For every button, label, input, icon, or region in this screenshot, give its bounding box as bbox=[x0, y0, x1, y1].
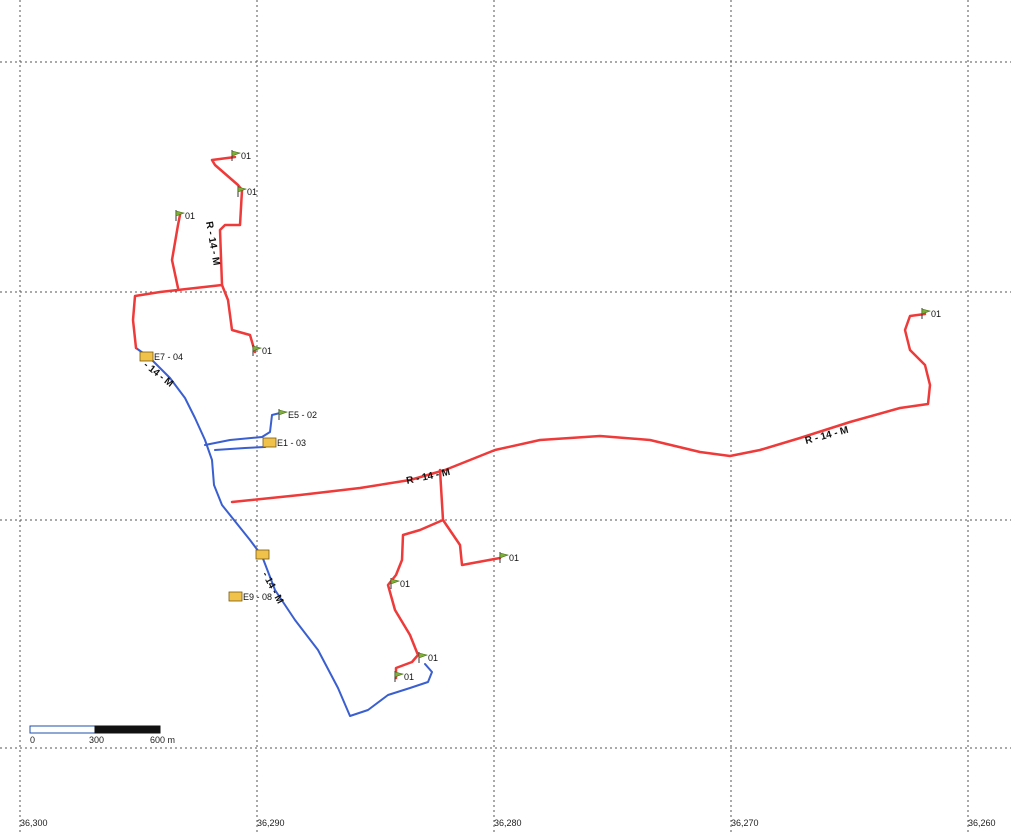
scale-bar: 0 300 600 m bbox=[29, 725, 175, 745]
substation-icon bbox=[262, 437, 277, 448]
endpoint-label: 01 bbox=[404, 672, 414, 682]
substation[interactable]: E7 - 04 bbox=[139, 351, 183, 362]
substation[interactable] bbox=[255, 549, 270, 560]
scale-bar-label: 0 bbox=[30, 735, 35, 745]
red-route-north-spur[interactable] bbox=[210, 155, 244, 287]
endpoint-label: 01 bbox=[241, 151, 251, 161]
flag-icon bbox=[231, 150, 242, 161]
substation[interactable]: E9 - 08 bbox=[228, 591, 272, 602]
flag-icon bbox=[499, 552, 510, 563]
red-route-south2[interactable] bbox=[386, 518, 445, 680]
x-axis-label: 36,300 bbox=[20, 818, 48, 828]
flag-icon bbox=[390, 578, 401, 589]
substation-icon bbox=[255, 549, 270, 560]
flag-icon bbox=[278, 409, 289, 420]
red-routes[interactable] bbox=[131, 155, 932, 680]
endpoint[interactable]: 01 bbox=[499, 552, 519, 563]
red-route-north[interactable] bbox=[131, 283, 257, 354]
x-axis-label: 36,290 bbox=[257, 818, 285, 828]
scale-bar-segment-dark bbox=[94, 725, 161, 734]
endpoint[interactable]: 01 bbox=[390, 578, 410, 589]
red-route-north-spur2[interactable] bbox=[170, 213, 182, 290]
blue-route-branch2[interactable] bbox=[214, 443, 271, 451]
flag-icon bbox=[237, 186, 248, 197]
scale-bar-label: 300 bbox=[89, 735, 104, 745]
endpoint[interactable]: 01 bbox=[231, 150, 251, 161]
substation-label: E1 - 03 bbox=[277, 438, 306, 448]
scale-bar-segment-light bbox=[29, 725, 96, 734]
endpoint-label: 01 bbox=[400, 579, 410, 589]
blue-route[interactable] bbox=[135, 347, 433, 717]
endpoint[interactable]: 01 bbox=[252, 345, 272, 356]
endpoint-label: 01 bbox=[185, 211, 195, 221]
flag-icon bbox=[394, 671, 405, 682]
endpoint[interactable]: E5 - 02 bbox=[278, 409, 317, 420]
substation-label: E9 - 08 bbox=[243, 592, 272, 602]
substations[interactable]: E7 - 04 E1 - 03 E9 - 08 bbox=[139, 351, 306, 602]
red-route-main[interactable] bbox=[230, 312, 932, 504]
endpoint-label: E5 - 02 bbox=[288, 410, 317, 420]
substation-icon bbox=[139, 351, 154, 362]
endpoint[interactable]: 01 bbox=[175, 210, 195, 221]
endpoint-label: 01 bbox=[428, 653, 438, 663]
route-label: R - 14 - M bbox=[405, 467, 451, 487]
endpoint[interactable]: 01 bbox=[921, 308, 941, 319]
red-route-south[interactable] bbox=[438, 468, 502, 567]
x-axis-label: 36,280 bbox=[494, 818, 522, 828]
x-axis-labels: 36,300 36,290 36,280 36,270 36,260 bbox=[20, 818, 996, 828]
endpoint[interactable]: 01 bbox=[418, 652, 438, 663]
endpoint-label: 01 bbox=[509, 553, 519, 563]
blue-route-main[interactable] bbox=[135, 347, 433, 717]
substation-label: E7 - 04 bbox=[154, 352, 183, 362]
flag-icon bbox=[418, 652, 429, 663]
route-label: - 14 - M bbox=[141, 360, 175, 390]
blue-route-branch[interactable] bbox=[204, 412, 281, 446]
x-axis-label: 36,270 bbox=[731, 818, 759, 828]
scale-bar-label: 600 m bbox=[150, 735, 175, 745]
flag-icon bbox=[252, 345, 263, 356]
endpoint-label: 01 bbox=[247, 187, 257, 197]
x-axis-label: 36,260 bbox=[968, 818, 996, 828]
endpoint-label: 01 bbox=[931, 309, 941, 319]
endpoint-label: 01 bbox=[262, 346, 272, 356]
endpoint-flags[interactable]: 01 01 01 01 E5 - 02 01 01 01 bbox=[175, 150, 941, 682]
endpoint[interactable]: 01 bbox=[237, 186, 257, 197]
flag-icon bbox=[921, 308, 932, 319]
substation[interactable]: E1 - 03 bbox=[262, 437, 306, 448]
substation-icon bbox=[228, 591, 243, 602]
flag-icon bbox=[175, 210, 186, 221]
route-label: R - 14 - M bbox=[804, 425, 850, 447]
endpoint[interactable]: 01 bbox=[394, 671, 414, 682]
route-label: R - 14 - M bbox=[203, 221, 222, 267]
